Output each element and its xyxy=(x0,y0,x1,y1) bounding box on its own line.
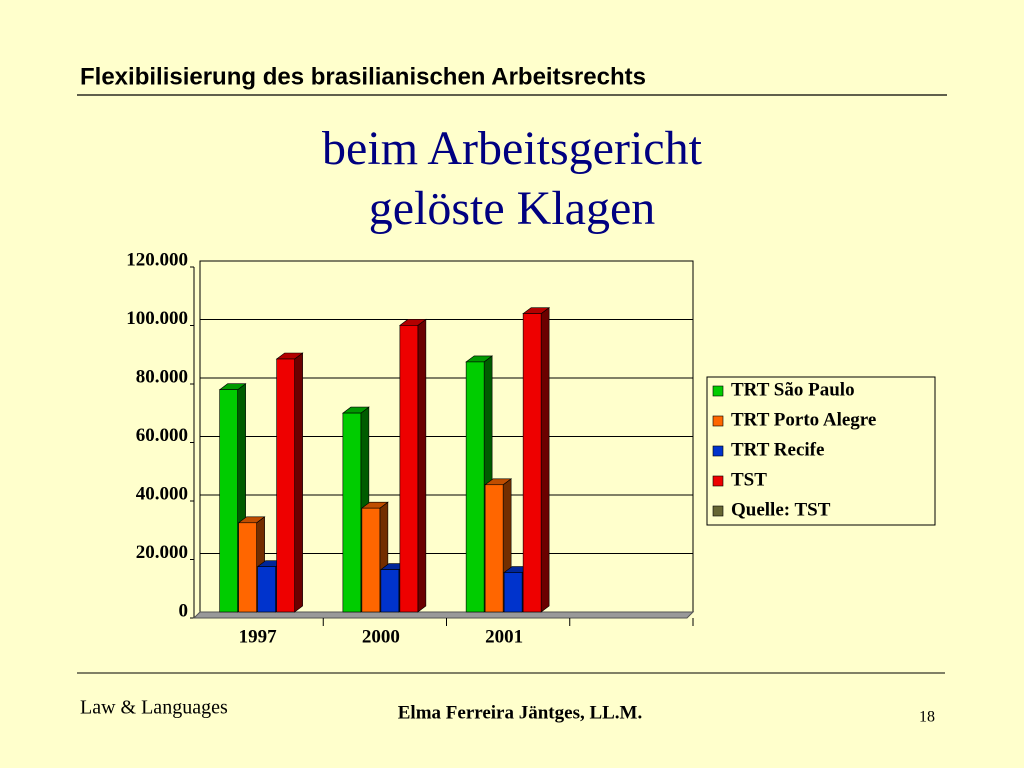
footer-author: Elma Ferreira Jäntges, LL.M. xyxy=(398,702,643,723)
x-tick-label: 2000 xyxy=(362,626,400,647)
x-tick-label: 2001 xyxy=(485,626,523,647)
legend-swatch xyxy=(712,505,724,517)
legend-label: TST xyxy=(731,469,767,490)
y-tick-label: 80.000 xyxy=(136,366,188,387)
bar xyxy=(503,572,523,613)
legend-label: TRT Porto Alegre xyxy=(731,409,876,430)
bar xyxy=(465,361,485,613)
bar xyxy=(522,313,542,613)
bar xyxy=(342,412,362,613)
legend-swatch xyxy=(712,475,724,487)
footer-left: Law & Languages xyxy=(80,697,228,719)
legend-label: Quelle: TST xyxy=(731,499,831,520)
legend-label: TRT Recife xyxy=(731,439,824,460)
bar xyxy=(361,507,381,613)
bar-side xyxy=(417,318,427,613)
legend-swatch xyxy=(712,445,724,457)
chart-title: gelöste Klagen xyxy=(369,182,656,235)
chart-title: beim Arbeitsgericht xyxy=(322,122,703,175)
chart: 0 20.000 40.000 60.000 80.000 100.000 120.000 1… xyxy=(126,249,936,647)
bar xyxy=(399,325,419,613)
legend-swatch xyxy=(712,385,724,397)
y-tick-label: 0 xyxy=(179,600,189,621)
bar xyxy=(380,569,400,613)
y-tick-label: 60.000 xyxy=(136,425,188,446)
slide-header: Flexibilisierung des brasilianischen Arb… xyxy=(80,63,646,90)
bar xyxy=(238,522,257,613)
x-tick-label: 1997 xyxy=(239,626,278,647)
bar-side xyxy=(540,307,550,613)
legend-box xyxy=(706,376,936,526)
legend-swatch xyxy=(712,415,724,427)
page-number: 18 xyxy=(919,709,935,726)
y-tick-label: 20.000 xyxy=(136,542,188,563)
bar xyxy=(257,566,276,613)
y-tick-label: 100.000 xyxy=(126,308,188,329)
bar-side xyxy=(294,352,303,613)
bar xyxy=(219,389,238,613)
y-tick-label: 120.000 xyxy=(126,249,188,270)
bar xyxy=(484,484,504,613)
legend-label: TRT São Paulo xyxy=(731,379,855,400)
floor xyxy=(192,611,695,619)
bar xyxy=(276,358,295,613)
y-tick-label: 40.000 xyxy=(136,483,188,504)
